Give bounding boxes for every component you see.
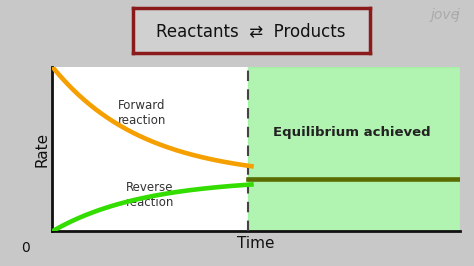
Text: 0: 0 [21, 241, 30, 255]
Y-axis label: Rate: Rate [34, 131, 49, 167]
Text: Equilibrium achieved: Equilibrium achieved [273, 126, 430, 139]
Text: Forward
reaction: Forward reaction [118, 99, 166, 127]
Bar [248, 66, 460, 231]
Text: j: j [456, 8, 460, 22]
Text: Reactants  ⇄  Products: Reactants ⇄ Products [156, 22, 346, 40]
Text: jove: jove [431, 8, 460, 22]
X-axis label: Time: Time [237, 236, 275, 251]
Text: Reverse
reaction: Reverse reaction [126, 181, 174, 209]
